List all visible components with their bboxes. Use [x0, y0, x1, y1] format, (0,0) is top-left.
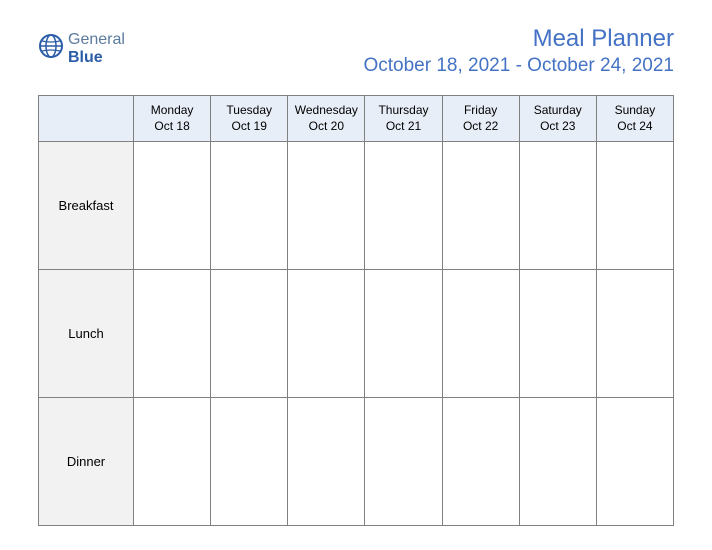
- globe-icon: [38, 33, 64, 64]
- meal-cell[interactable]: [365, 270, 442, 398]
- logo-blue: Blue: [68, 49, 103, 66]
- day-header-sat: Saturday Oct 23: [519, 96, 596, 142]
- day-header-thu: Thursday Oct 21: [365, 96, 442, 142]
- day-header-mon: Monday Oct 18: [134, 96, 211, 142]
- meal-cell[interactable]: [442, 398, 519, 526]
- meal-header-lunch: Lunch: [39, 270, 134, 398]
- corner-cell: [39, 96, 134, 142]
- meal-header-dinner: Dinner: [39, 398, 134, 526]
- meal-cell[interactable]: [596, 142, 673, 270]
- meal-cell[interactable]: [211, 398, 288, 526]
- meal-cell[interactable]: [134, 270, 211, 398]
- meal-cell[interactable]: [288, 270, 365, 398]
- table-row: Breakfast: [39, 142, 674, 270]
- meal-cell[interactable]: [134, 398, 211, 526]
- table-row: Dinner: [39, 398, 674, 526]
- day-header-sun: Sunday Oct 24: [596, 96, 673, 142]
- meal-cell[interactable]: [442, 142, 519, 270]
- meal-cell[interactable]: [365, 398, 442, 526]
- date-range: October 18, 2021 - October 24, 2021: [363, 55, 674, 77]
- meal-cell[interactable]: [288, 142, 365, 270]
- title-block: Meal Planner October 18, 2021 - October …: [363, 25, 674, 77]
- meal-cell[interactable]: [365, 142, 442, 270]
- day-header-tue: Tuesday Oct 19: [211, 96, 288, 142]
- logo: General Blue: [38, 31, 125, 66]
- header: General Blue Meal Planner October 18, 20…: [38, 25, 674, 77]
- meal-header-breakfast: Breakfast: [39, 142, 134, 270]
- logo-general: General: [68, 31, 125, 48]
- meal-cell[interactable]: [596, 398, 673, 526]
- meal-cell[interactable]: [596, 270, 673, 398]
- page-title: Meal Planner: [363, 25, 674, 53]
- day-header-wed: Wednesday Oct 20: [288, 96, 365, 142]
- meal-cell[interactable]: [211, 270, 288, 398]
- meal-cell[interactable]: [211, 142, 288, 270]
- day-header-fri: Friday Oct 22: [442, 96, 519, 142]
- meal-cell[interactable]: [519, 398, 596, 526]
- meal-cell[interactable]: [442, 270, 519, 398]
- meal-cell[interactable]: [519, 142, 596, 270]
- table-row: Lunch: [39, 270, 674, 398]
- logo-text: General Blue: [68, 31, 125, 66]
- meal-planner-table: Monday Oct 18 Tuesday Oct 19 Wednesday O…: [38, 95, 674, 526]
- meal-cell[interactable]: [134, 142, 211, 270]
- meal-cell[interactable]: [519, 270, 596, 398]
- meal-cell[interactable]: [288, 398, 365, 526]
